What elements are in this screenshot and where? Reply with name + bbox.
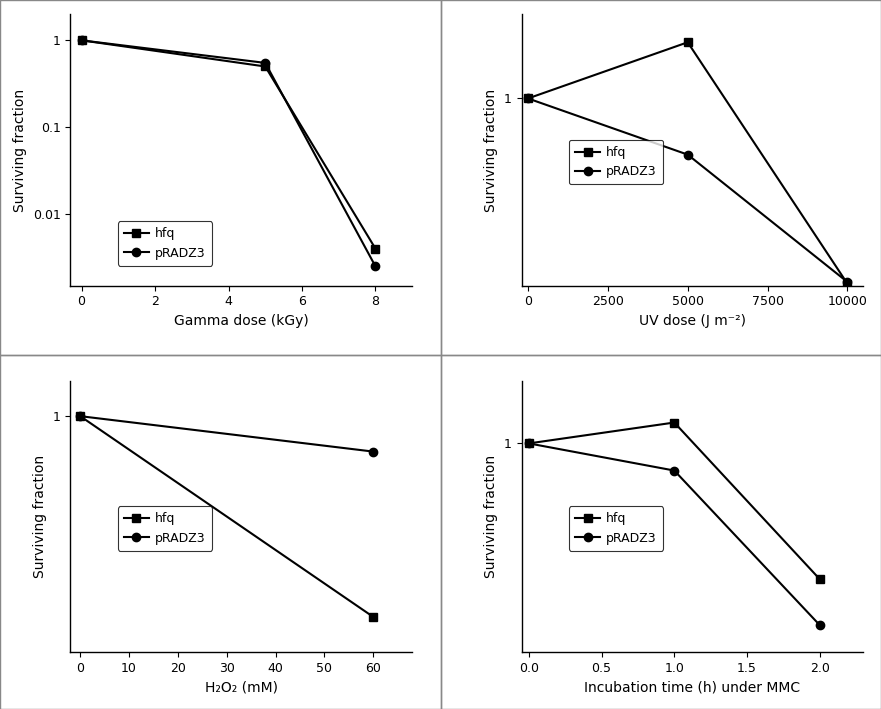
hfq <box>683 38 693 47</box>
Y-axis label: Surviving fraction: Surviving fraction <box>13 89 27 211</box>
Legend: hfq, pRADZ3: hfq, pRADZ3 <box>569 140 663 184</box>
pRADZ3 <box>842 278 853 286</box>
X-axis label: H₂O₂ (mM): H₂O₂ (mM) <box>205 681 278 695</box>
X-axis label: Incubation time (h) under MMC: Incubation time (h) under MMC <box>584 681 801 695</box>
hfq <box>260 62 270 71</box>
Line: hfq: hfq <box>78 36 380 253</box>
Line: pRADZ3: pRADZ3 <box>78 36 380 271</box>
Legend: hfq, pRADZ3: hfq, pRADZ3 <box>569 506 663 551</box>
pRADZ3 <box>523 439 534 447</box>
Legend: hfq, pRADZ3: hfq, pRADZ3 <box>118 221 212 266</box>
pRADZ3 <box>669 467 679 475</box>
Line: pRADZ3: pRADZ3 <box>524 94 852 286</box>
pRADZ3 <box>814 621 825 630</box>
hfq <box>814 575 825 584</box>
pRADZ3 <box>370 262 381 271</box>
Y-axis label: Surviving fraction: Surviving fraction <box>33 455 48 578</box>
Line: hfq: hfq <box>525 418 824 584</box>
X-axis label: UV dose (J m⁻²): UV dose (J m⁻²) <box>639 314 746 328</box>
pRADZ3 <box>77 36 87 45</box>
Line: pRADZ3: pRADZ3 <box>525 440 824 630</box>
Line: hfq: hfq <box>524 38 852 288</box>
hfq <box>523 439 534 447</box>
hfq <box>522 94 533 103</box>
hfq <box>669 418 679 427</box>
Y-axis label: Surviving fraction: Surviving fraction <box>485 455 499 578</box>
hfq <box>842 279 853 288</box>
Y-axis label: Surviving fraction: Surviving fraction <box>485 89 499 211</box>
X-axis label: Gamma dose (kGy): Gamma dose (kGy) <box>174 314 308 328</box>
pRADZ3 <box>683 150 693 159</box>
pRADZ3 <box>260 59 270 67</box>
hfq <box>77 36 87 45</box>
pRADZ3 <box>522 94 533 103</box>
Legend: hfq, pRADZ3: hfq, pRADZ3 <box>118 506 212 551</box>
hfq <box>370 245 381 253</box>
